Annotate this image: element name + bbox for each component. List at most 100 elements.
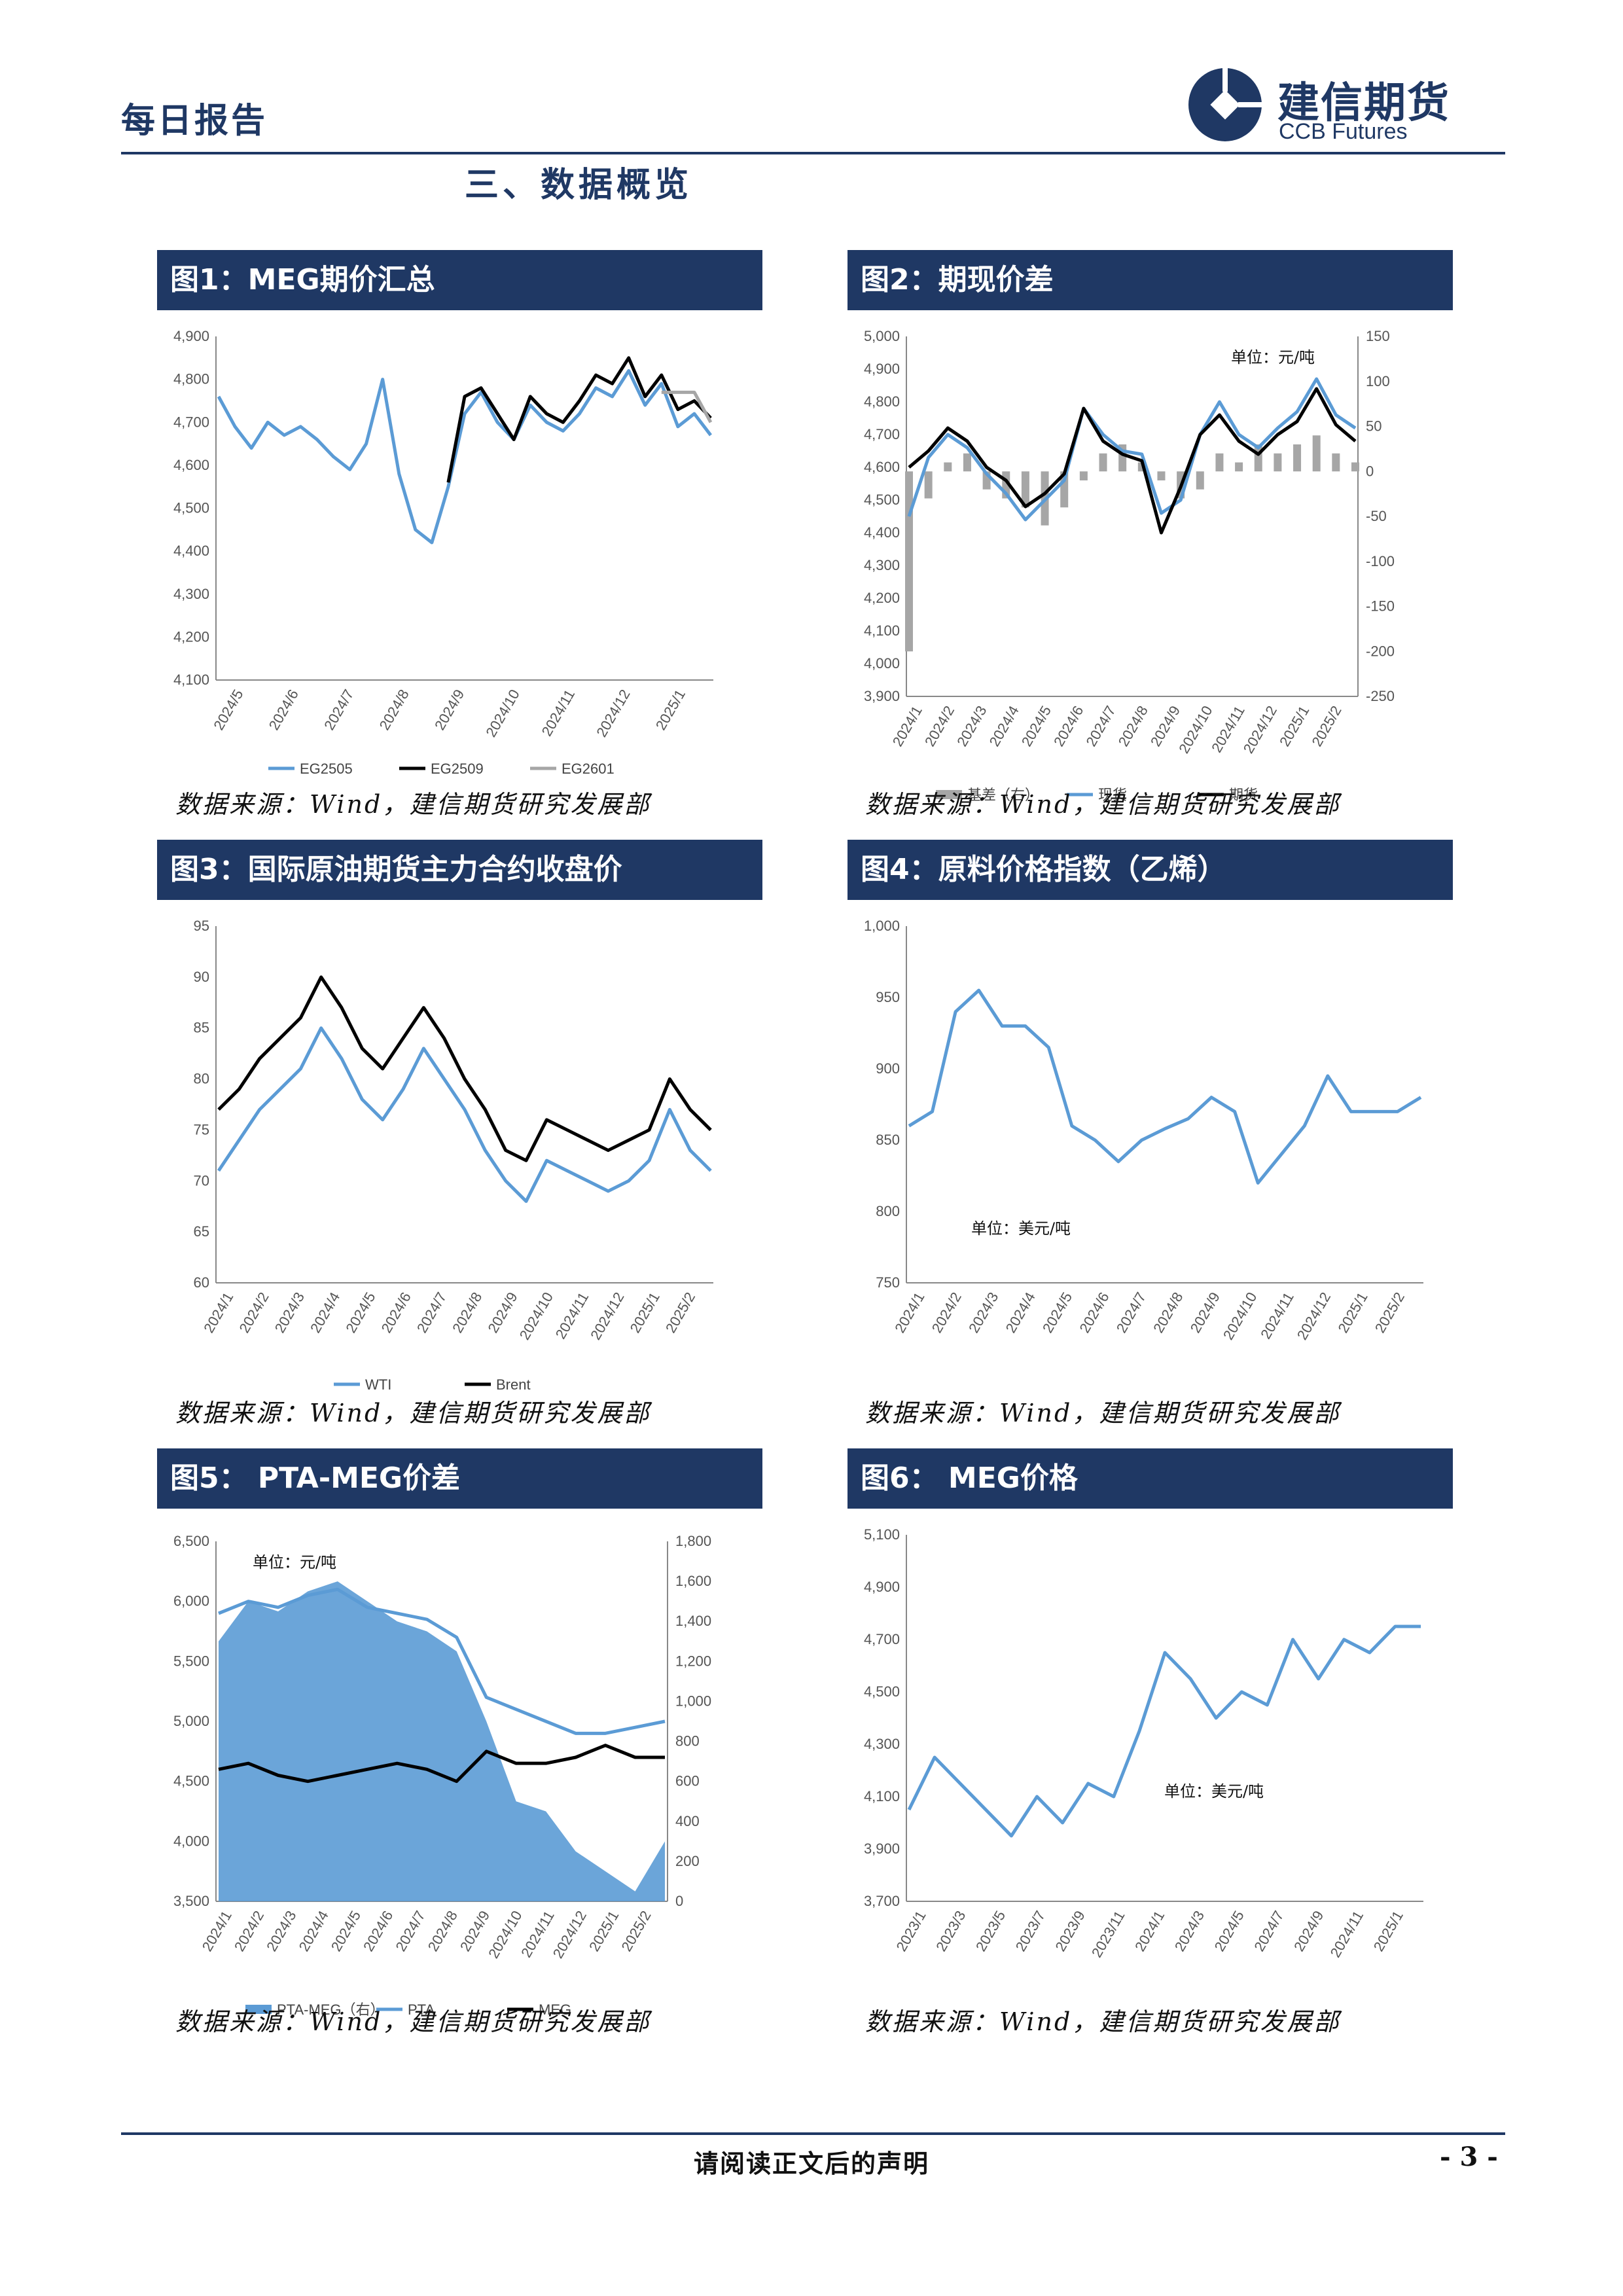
x-tick-label: 2024/9 — [484, 1289, 520, 1336]
bar-basis — [1157, 471, 1166, 480]
y-tick-label: 4,500 — [173, 500, 209, 516]
x-tick-label: 2024/7 — [1082, 703, 1118, 749]
y2-tick-label: 1,200 — [675, 1653, 711, 1669]
x-tick-label: 2024/6 — [1050, 703, 1086, 749]
x-tick-label: 2024/1 — [199, 1908, 235, 1954]
y2-tick-label: -150 — [1366, 598, 1395, 615]
y2-tick-label: 800 — [675, 1733, 700, 1749]
bar-basis — [1351, 462, 1359, 472]
bar-basis — [1293, 444, 1302, 472]
x-tick-label: 2024/7 — [414, 1289, 450, 1336]
company-logo: 建信期货 CCB Futures — [1186, 65, 1513, 144]
x-tick-label: 2024/5 — [210, 687, 246, 733]
y-tick-label: 3,900 — [864, 688, 900, 704]
x-tick-label: 2024/9 — [1147, 703, 1183, 749]
x-tick-label: 2025/2 — [1372, 1289, 1408, 1336]
x-tick-label: 2025/1 — [1334, 1289, 1370, 1336]
x-tick-label: 2024/11 — [1257, 1289, 1297, 1342]
legend-label: EG2505 — [300, 761, 353, 777]
y-tick-label: 3,500 — [173, 1893, 209, 1909]
y2-tick-label: 1,000 — [675, 1693, 711, 1709]
section-title: 三、数据概览 — [465, 165, 693, 205]
y2-tick-label: 1,800 — [675, 1533, 711, 1549]
line-series-eg2509 — [446, 356, 712, 483]
x-tick-label: 2023/1 — [893, 1908, 929, 1954]
y-tick-label: 65 — [194, 1223, 209, 1240]
x-tick-label: 2025/2 — [618, 1908, 654, 1954]
figure-panel-2: 图2：期现价差 3,900 4,000 4,100 4,200 4,300 4,400 4,… — [847, 250, 1453, 808]
y-tick-label: 900 — [876, 1060, 900, 1077]
x-tick-label: 2024/8 — [425, 1908, 461, 1954]
line-series-meg — [218, 1744, 665, 1784]
y-tick-label: 4,600 — [173, 457, 209, 473]
y-tick-label: 4,200 — [173, 628, 209, 645]
report-type-label: 每日报告 — [121, 101, 268, 141]
bar-basis — [1099, 453, 1107, 472]
x-tick-label: 2024/1 — [889, 703, 925, 749]
chart-meg-futures-summary: 4,100 4,200 4,300 4,400 4,500 4,600 4,700 4,800… — [173, 328, 713, 777]
line-series-pta — [218, 1587, 666, 1735]
logo-english-name: CCB Futures — [1279, 119, 1408, 144]
x-tick-label: 2024/6 — [378, 1289, 414, 1336]
legend-label: EG2509 — [431, 761, 484, 777]
bar-basis — [924, 471, 933, 499]
x-tick-label: 2024/12 — [1294, 1289, 1334, 1342]
bar-basis — [905, 471, 913, 652]
y-tick-label: 4,400 — [173, 543, 209, 559]
bar-basis — [944, 462, 952, 472]
y-tick-label: 4,100 — [864, 1788, 900, 1804]
x-tick-label: 2024/12 — [587, 1289, 627, 1342]
x-tick-label: 2024/3 — [954, 703, 990, 749]
unit-label: 单位：元/吨 — [1231, 348, 1315, 367]
x-tick-label: 2023/11 — [1088, 1908, 1128, 1960]
y2-tick-label: -250 — [1366, 688, 1395, 704]
y-tick-label: 1,000 — [864, 918, 900, 934]
figure-title: 图3：国际原油期货主力合约收盘价 — [157, 840, 762, 900]
y-tick-label: 85 — [194, 1020, 209, 1036]
y-tick-label: 4,900 — [864, 361, 900, 377]
x-tick-label: 2023/7 — [1012, 1908, 1048, 1954]
legend-label: PTA-MEG（右） — [277, 2001, 385, 2018]
y2-tick-label: 600 — [675, 1773, 700, 1789]
legend-label: MEG — [539, 2001, 571, 2018]
x-tick-label: 2024/9 — [431, 687, 467, 733]
x-tick-label: 2024/2 — [929, 1289, 965, 1336]
y-tick-label: 3,900 — [864, 1840, 900, 1857]
x-tick-label: 2024/3 — [263, 1908, 299, 1954]
x-tick-label: 2025/1 — [1370, 1908, 1406, 1954]
figure-source: 数据来源：Wind，建信期货研究发展部 — [175, 2007, 651, 2036]
x-tick-label: 2024/8 — [1150, 1289, 1186, 1336]
legend-swatch — [936, 790, 962, 799]
figure-source: 数据来源：Wind，建信期货研究发展部 — [175, 1399, 651, 1427]
line-series- — [908, 988, 1422, 1185]
bar-basis — [1235, 462, 1243, 472]
x-tick-label: 2024/4 — [296, 1908, 332, 1954]
x-tick-label: 2024/5 — [1211, 1908, 1247, 1954]
legend-label: WTI — [365, 1376, 391, 1393]
line-series- — [907, 377, 1357, 522]
y-tick-label: 4,900 — [864, 1579, 900, 1595]
y-tick-label: 4,900 — [173, 328, 209, 344]
x-tick-label: 2024/7 — [1113, 1289, 1149, 1336]
x-tick-label: 2024/3 — [272, 1289, 308, 1336]
x-tick-label: 2024/6 — [360, 1908, 396, 1954]
x-tick-label: 2024/5 — [1039, 1289, 1075, 1336]
figure-title: 图1：MEG期价汇总 — [157, 250, 762, 310]
bar-basis — [1079, 471, 1088, 480]
y2-tick-label: -200 — [1366, 643, 1395, 659]
chart-crude-oil: 60 65 70 75 80 85 90 95 2024/12024/22024/32024/4… — [194, 918, 713, 1393]
y2-tick-label: 150 — [1366, 328, 1390, 344]
legend-label: Brent — [496, 1376, 531, 1393]
line-series-wti — [217, 1026, 712, 1203]
y-tick-label: 4,500 — [173, 1773, 209, 1789]
x-tick-label: 2025/2 — [662, 1289, 698, 1336]
legend-label: PTA — [408, 2001, 435, 2018]
legend-label: 基差（右） — [967, 787, 1039, 803]
figure-source: 数据来源：Wind，建信期货研究发展部 — [865, 2007, 1341, 2036]
y-tick-label: 4,800 — [864, 393, 900, 410]
bar-basis — [963, 453, 971, 472]
page-number: - 3 - — [1440, 2142, 1498, 2172]
x-tick-label: 2025/1 — [652, 687, 688, 733]
unit-label: 单位：元/吨 — [253, 1553, 336, 1571]
